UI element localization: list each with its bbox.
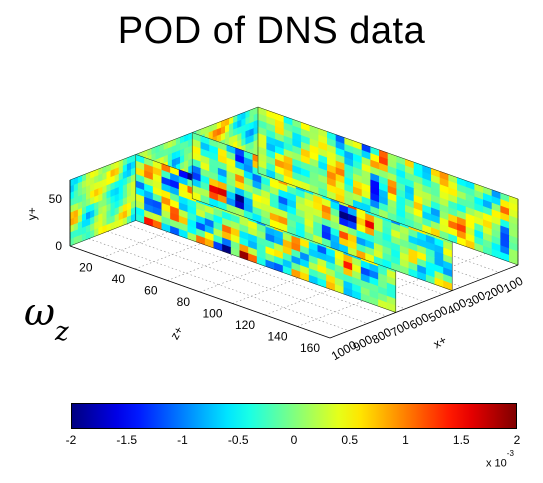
colorbar-exponent: x 10-3	[486, 449, 514, 470]
colorbar-tick-label: 1.5	[452, 433, 470, 447]
z-tick-label: 20	[79, 261, 93, 275]
colorbar-tick-label: 0	[290, 433, 298, 447]
z-tick-label: 120	[235, 318, 255, 332]
figure-title: POD of DNS data	[117, 10, 426, 52]
y-tick-label: 0	[55, 239, 62, 253]
axes-frame	[69, 180, 519, 339]
x-axis-label: x+	[431, 333, 449, 352]
z-axis-label: z+	[167, 324, 186, 342]
y-tick-label: 50	[49, 192, 63, 206]
colorbar-tick-label: -2	[65, 433, 77, 447]
y-axis-label: y+	[25, 207, 39, 220]
colorbar	[71, 403, 517, 429]
colorbar-tick-label: 0.5	[341, 433, 359, 447]
vorticity-slices	[69, 106, 519, 313]
z-tick-label: 140	[267, 330, 287, 344]
z-tick-label: 80	[177, 295, 191, 309]
colorbar-tick-label: -1	[177, 433, 188, 447]
colorbar-tick-label: 1	[402, 433, 409, 447]
z-tick-label: 160	[300, 341, 320, 355]
pod-slice-plot: 050y+20406080100120140160z+1000900800700…	[25, 106, 526, 363]
slice-x0	[257, 106, 519, 266]
colorbar-tick-label: -1.5	[116, 433, 138, 447]
z-tick-label: 40	[112, 272, 126, 286]
colorbar-tick-label: 2	[513, 433, 521, 447]
omega-z-label: ωz	[24, 290, 69, 347]
z-tick-label: 60	[144, 284, 158, 298]
z-tick-label: 100	[202, 307, 222, 321]
colorbar-tick-label: -0.5	[227, 433, 249, 447]
